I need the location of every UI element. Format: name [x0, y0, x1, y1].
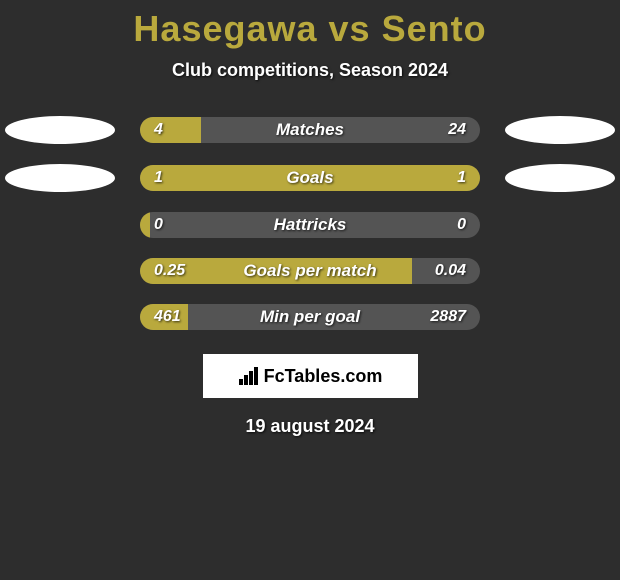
bar-chart-icon [238, 366, 260, 386]
right-value: 24 [448, 121, 466, 139]
logo-box[interactable]: FcTables.com [203, 354, 418, 398]
stat-row: 0.25 Goals per match 0.04 [0, 258, 620, 284]
stats-rows: 4 Matches 24 1 Goals 1 0 Hattricks 0 0.25 Goals pe… [0, 116, 620, 330]
bar-content: 0.25 Goals per match 0.04 [140, 258, 480, 284]
right-value: 0.04 [435, 262, 466, 280]
bar-content: 0 Hattricks 0 [140, 212, 480, 238]
left-value: 0.25 [154, 262, 185, 280]
logo: FcTables.com [238, 366, 383, 387]
logo-text: FcTables.com [264, 366, 383, 387]
bar-content: 1 Goals 1 [140, 165, 480, 191]
stat-row: 0 Hattricks 0 [0, 212, 620, 238]
stat-bar: 0 Hattricks 0 [140, 212, 480, 238]
stat-bar: 0.25 Goals per match 0.04 [140, 258, 480, 284]
page-title: Hasegawa vs Sento [0, 8, 620, 50]
player-left-marker [5, 164, 115, 192]
stat-label: Matches [276, 120, 344, 140]
left-value: 461 [154, 308, 181, 326]
left-value: 0 [154, 216, 163, 234]
left-value: 1 [154, 169, 163, 187]
subtitle: Club competitions, Season 2024 [0, 60, 620, 81]
stat-row: 1 Goals 1 [0, 164, 620, 192]
right-value: 2887 [430, 308, 466, 326]
stat-label: Goals [286, 168, 333, 188]
stat-label: Min per goal [260, 307, 360, 327]
right-value: 1 [457, 169, 466, 187]
stat-row: 4 Matches 24 [0, 116, 620, 144]
right-value: 0 [457, 216, 466, 234]
stat-row: 461 Min per goal 2887 [0, 304, 620, 330]
player-right-marker [505, 116, 615, 144]
date-label: 19 august 2024 [0, 416, 620, 437]
comparison-container: Hasegawa vs Sento Club competitions, Sea… [0, 0, 620, 437]
stat-bar: 461 Min per goal 2887 [140, 304, 480, 330]
stat-label: Goals per match [243, 261, 376, 281]
player-right-marker [505, 164, 615, 192]
stat-bar: 1 Goals 1 [140, 165, 480, 191]
stat-label: Hattricks [274, 215, 347, 235]
player-left-marker [5, 116, 115, 144]
stat-bar: 4 Matches 24 [140, 117, 480, 143]
bar-content: 461 Min per goal 2887 [140, 304, 480, 330]
left-value: 4 [154, 121, 163, 139]
bar-content: 4 Matches 24 [140, 117, 480, 143]
